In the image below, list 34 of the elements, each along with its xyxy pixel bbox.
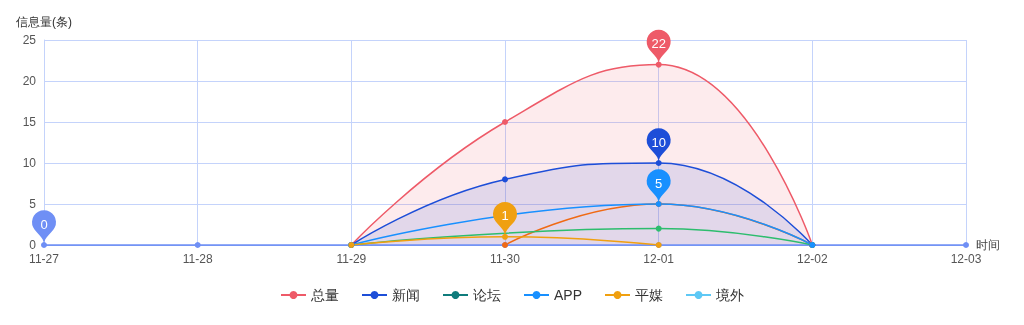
legend-label: 平媒 [635, 287, 664, 303]
point [502, 233, 508, 240]
x-tick-label: 11-28 [182, 252, 213, 266]
point [655, 225, 662, 232]
x-axis-title: 时间 [976, 238, 1000, 252]
data-label: 1 [501, 208, 509, 224]
x-tick-label: 11-29 [336, 252, 367, 266]
point [655, 160, 662, 166]
data-label: 10 [651, 134, 666, 150]
legend-label: 论坛 [472, 287, 501, 303]
y-tick-label: 20 [22, 74, 37, 88]
y-tick-label: 15 [22, 115, 37, 129]
point [194, 242, 201, 248]
data-label: 0 [40, 216, 48, 232]
y-tick-label: 5 [29, 197, 37, 211]
point [41, 242, 47, 248]
legend-label: 总量 [309, 287, 339, 303]
point [963, 242, 969, 248]
y-tick-label: 10 [22, 156, 37, 170]
data-label: 5 [655, 175, 663, 191]
y-tick-label: 0 [29, 238, 37, 252]
x-tick-label: 12-03 [950, 252, 982, 266]
x-tick-label: 12-02 [796, 252, 828, 266]
legend-label: 新闻 [391, 287, 420, 303]
legend-label: 境外 [715, 287, 745, 303]
legend-label: APP [553, 287, 583, 303]
x-tick-label: 12-01 [643, 252, 675, 266]
x-tick-label: 11-27 [29, 252, 60, 266]
point [502, 176, 508, 183]
data-label: 22 [651, 36, 666, 52]
x-tick-label: 11-30 [490, 252, 521, 266]
y-tick-label: 25 [22, 33, 37, 47]
y-axis-title: 信息量(条) [16, 15, 72, 29]
point [502, 119, 508, 125]
